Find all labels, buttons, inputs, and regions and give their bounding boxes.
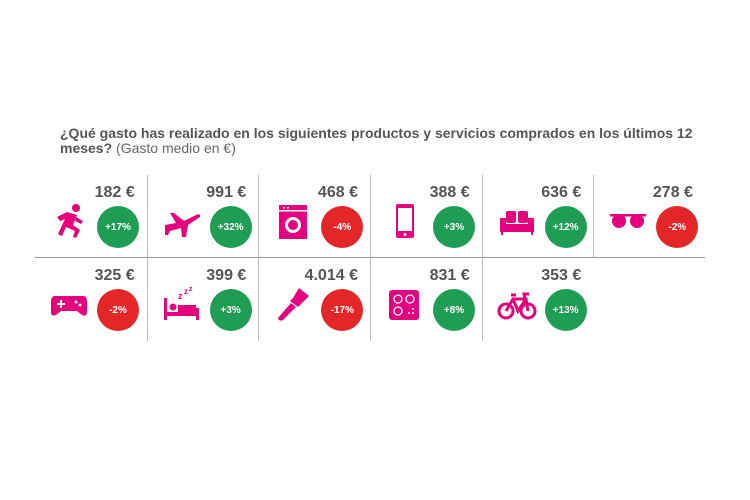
change-badge: -2% [656,206,699,248]
price-value: 325 € [94,267,135,284]
change-badge: +32% [209,206,252,248]
change-badge: +3% [432,206,475,248]
change-badge: +13% [544,289,587,331]
sunglasses-icon [608,201,648,241]
svg-text:z: z [178,291,183,301]
spending-item: 353 € +13% [481,258,594,341]
change-badge: -17% [321,289,364,331]
price-value: 991 € [206,184,247,201]
change-badge: -4% [321,206,364,248]
price-value: 4.014 € [304,267,358,284]
svg-text:z: z [189,286,193,293]
price-value: 468 € [317,184,358,201]
change-badge: +3% [209,289,252,331]
spending-item: 4.014 € -17% [258,258,370,341]
spending-item: 325 € -2% [35,258,147,341]
airplane-icon [162,201,202,241]
gamepad-icon [49,284,89,324]
bicycle-icon [497,284,537,324]
change-badge: -2% [97,289,139,331]
cooktop-icon [385,284,425,324]
price-value: 182 € [94,184,135,201]
change-badge: +17% [97,206,139,248]
price-value: 278 € [652,184,693,201]
price-value: 399 € [206,267,247,284]
price-value: 831 € [429,267,470,284]
spending-item: 831 € +8% [369,258,482,341]
spending-item: 388 € +3% [369,175,482,258]
svg-text:z: z [184,287,188,296]
title-text: ¿Qué gasto has realizado en los siguient… [60,125,693,156]
change-badge: +8% [432,289,475,331]
spending-item: 278 € -2% [593,175,705,258]
running-person-icon [49,201,89,241]
spending-item: 468 € -4% [258,175,370,258]
spending-grid: 182 € +17% 991 € +32% 468 € -4% 388 € +3… [35,175,705,341]
spending-item: 991 € +32% [146,175,259,258]
price-value: 353 € [541,267,582,284]
smartphone-icon [385,201,425,241]
empty-cell [593,258,705,341]
price-value: 388 € [429,184,470,201]
title-subtitle: (Gasto medio en €) [116,140,236,156]
washing-machine-icon [273,201,313,241]
change-badge: +12% [544,206,587,248]
page-title: ¿Qué gasto has realizado en los siguient… [60,126,700,156]
paintbrush-icon [273,284,313,324]
price-value: 636 € [541,184,582,201]
spending-item: 182 € +17% [35,175,147,258]
sofa-icon [497,201,537,241]
spending-item: 636 € +12% [481,175,594,258]
